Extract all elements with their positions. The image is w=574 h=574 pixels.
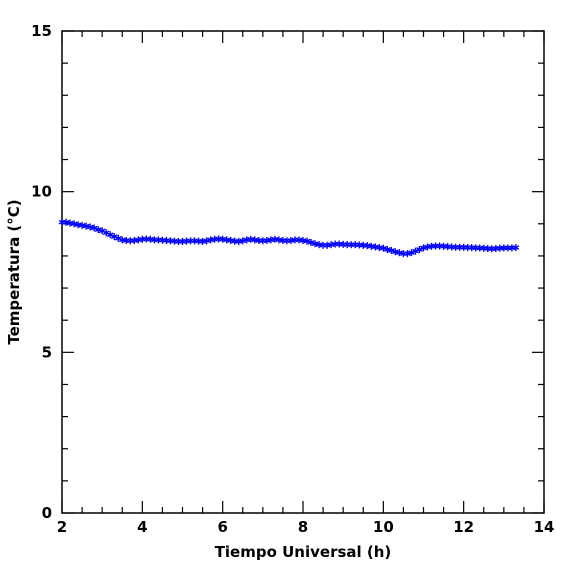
y-tick-label: 10 xyxy=(31,183,52,201)
axis-ticks xyxy=(61,30,545,514)
x-tick-label: 6 xyxy=(217,518,227,536)
data-point xyxy=(239,237,247,245)
data-point xyxy=(311,240,319,248)
x-tick-label: 2 xyxy=(57,518,67,536)
data-point xyxy=(396,249,403,257)
data-point xyxy=(392,248,399,256)
data-point xyxy=(82,222,90,230)
data-point xyxy=(94,226,102,234)
data-point xyxy=(203,237,210,245)
x-axis-title: Tiempo Universal (h) xyxy=(215,543,392,561)
data-point xyxy=(58,218,66,226)
data-point xyxy=(456,243,464,251)
data-point xyxy=(420,244,427,252)
data-point xyxy=(504,244,512,252)
data-point xyxy=(387,246,395,254)
data-points xyxy=(58,218,520,258)
y-tick-label: 0 xyxy=(42,504,52,522)
data-point xyxy=(70,220,78,228)
data-point xyxy=(379,244,387,252)
y-axis-title: Temperatura (°C) xyxy=(5,199,23,344)
x-tick-label: 10 xyxy=(373,518,394,536)
data-point xyxy=(307,238,315,246)
x-tick-label: 14 xyxy=(534,518,555,536)
x-tick-label: 12 xyxy=(453,518,474,536)
y-tick-label: 15 xyxy=(31,22,52,40)
data-point xyxy=(347,241,355,249)
data-point xyxy=(512,244,520,252)
x-tick-label: 8 xyxy=(298,518,308,536)
data-point xyxy=(62,218,70,226)
plot-frame xyxy=(61,30,545,514)
x-tick-label: 4 xyxy=(137,518,147,536)
tick-labels: 2 4 6 8 10 12 14 0 5 10 15 xyxy=(31,22,554,536)
data-point xyxy=(303,237,311,245)
y-tick-label: 5 xyxy=(42,343,52,361)
data-point xyxy=(86,223,94,231)
data-point xyxy=(404,250,411,258)
data-point xyxy=(383,246,391,254)
